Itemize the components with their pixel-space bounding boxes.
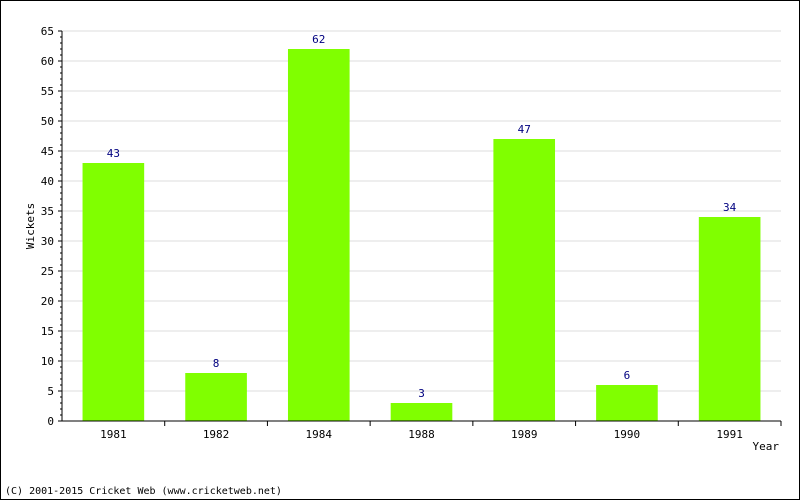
x-tick-label: 1984 xyxy=(306,428,333,441)
y-tick-label: 40 xyxy=(41,175,54,188)
bar xyxy=(596,385,658,421)
y-tick-label: 60 xyxy=(41,55,54,68)
x-axis-label: Year xyxy=(753,440,780,453)
bar xyxy=(698,217,761,421)
value-label: 47 xyxy=(518,123,531,136)
y-tick-labels: 0 5 10 15 20 25 30 35 40 45 50 55 60 65 xyxy=(41,25,54,428)
value-label: 3 xyxy=(418,387,425,400)
y-tick-label: 10 xyxy=(41,355,54,368)
x-tick-label: 1981 xyxy=(100,428,127,441)
value-label: 62 xyxy=(312,33,325,46)
value-label: 6 xyxy=(624,369,631,382)
bars xyxy=(82,49,761,421)
x-tick-label: 1989 xyxy=(511,428,538,441)
value-labels: 43 8 62 3 47 6 34 xyxy=(107,33,737,400)
bar xyxy=(287,49,350,421)
grid-lines xyxy=(62,30,781,392)
y-tick-label: 35 xyxy=(41,205,54,218)
y-tick-label: 0 xyxy=(47,415,54,428)
bar xyxy=(390,403,453,421)
x-tick-labels: 1981 1982 1984 1988 1989 1990 1991 xyxy=(100,428,743,441)
bar xyxy=(82,163,145,421)
y-tick-label: 30 xyxy=(41,235,54,248)
y-tick-label: 55 xyxy=(41,85,54,98)
y-tick-label: 25 xyxy=(41,265,54,278)
y-tick-label: 45 xyxy=(41,145,54,158)
y-axis-label: Wickets xyxy=(24,203,37,249)
y-tick-label: 65 xyxy=(41,25,54,38)
copyright-footer: (C) 2001-2015 Cricket Web (www.cricketwe… xyxy=(5,486,282,497)
bar xyxy=(185,373,247,421)
y-tick-label: 5 xyxy=(47,385,54,398)
y-tick-label: 20 xyxy=(41,295,54,308)
bar xyxy=(493,139,556,421)
x-tick-label: 1988 xyxy=(408,428,435,441)
value-label: 43 xyxy=(107,147,120,160)
value-label: 34 xyxy=(723,201,737,214)
y-tick-label: 15 xyxy=(41,325,54,338)
x-tick-label: 1990 xyxy=(614,428,641,441)
x-tick-label: 1991 xyxy=(716,428,743,441)
x-tick-label: 1982 xyxy=(203,428,230,441)
axes xyxy=(58,30,782,426)
y-tick-label: 50 xyxy=(41,115,54,128)
value-label: 8 xyxy=(213,357,220,370)
